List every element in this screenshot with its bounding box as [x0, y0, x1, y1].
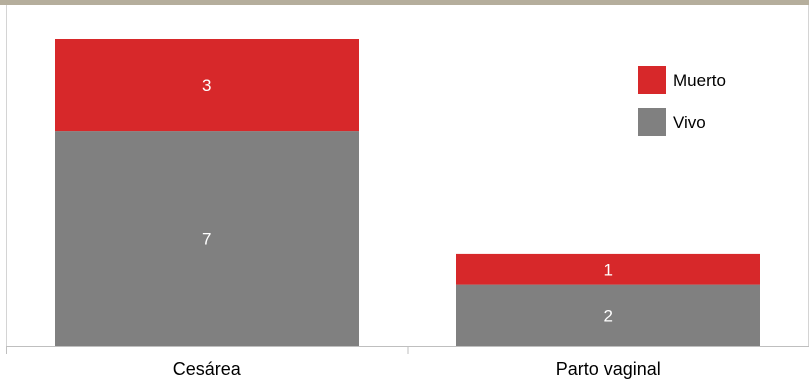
bars-group [55, 39, 760, 346]
data-label: 7 [202, 230, 211, 249]
category-label: Parto vaginal [556, 359, 661, 379]
bar-segment-muerto [456, 253, 760, 285]
bar-segment-vivo [55, 131, 359, 346]
x-ticks-group [6, 346, 409, 354]
top-border [0, 0, 809, 5]
data-label: 3 [202, 76, 211, 95]
bar-labels-group: 7 3 2 1 [202, 76, 613, 325]
data-label: 1 [604, 260, 613, 279]
legend: Muerto Vivo [638, 66, 726, 136]
category-labels-group: Cesárea Parto vaginal [173, 359, 661, 379]
category-label: Cesárea [173, 359, 242, 379]
bar-segment-muerto [55, 39, 359, 132]
legend-swatch-muerto [638, 66, 666, 94]
legend-swatch-vivo [638, 108, 666, 136]
data-label: 2 [604, 306, 613, 325]
legend-label: Vivo [673, 113, 706, 132]
legend-label: Muerto [673, 71, 726, 90]
bar-segment-vivo [456, 284, 760, 346]
